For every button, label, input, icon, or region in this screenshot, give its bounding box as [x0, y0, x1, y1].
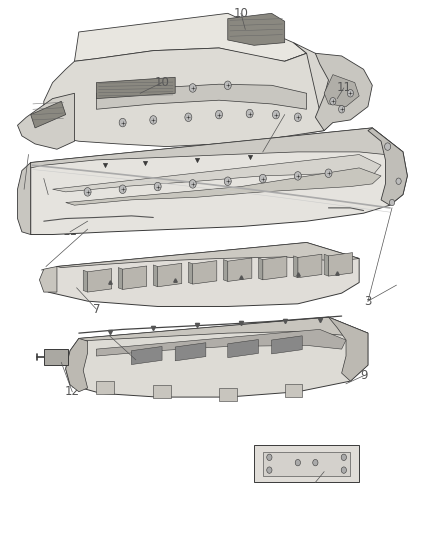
- Circle shape: [339, 106, 345, 113]
- Text: 2: 2: [320, 465, 328, 478]
- Polygon shape: [315, 53, 372, 131]
- Polygon shape: [31, 128, 403, 168]
- Polygon shape: [223, 260, 228, 281]
- Circle shape: [246, 109, 253, 118]
- Polygon shape: [228, 258, 252, 281]
- Polygon shape: [83, 270, 88, 292]
- Text: 9: 9: [360, 369, 367, 382]
- Polygon shape: [31, 101, 66, 128]
- Polygon shape: [74, 13, 307, 61]
- Text: 11: 11: [336, 82, 351, 94]
- Text: 10: 10: [233, 7, 248, 20]
- Text: 1: 1: [40, 268, 48, 281]
- Circle shape: [396, 178, 401, 184]
- Polygon shape: [263, 452, 350, 476]
- Polygon shape: [228, 340, 258, 358]
- Polygon shape: [324, 254, 328, 276]
- Circle shape: [224, 81, 231, 90]
- Polygon shape: [57, 243, 359, 268]
- Polygon shape: [66, 338, 88, 392]
- Polygon shape: [228, 13, 285, 45]
- Polygon shape: [324, 75, 359, 107]
- Polygon shape: [153, 265, 158, 287]
- Polygon shape: [188, 262, 193, 284]
- Circle shape: [119, 118, 126, 127]
- Polygon shape: [88, 269, 112, 292]
- Circle shape: [294, 172, 301, 180]
- Circle shape: [267, 454, 272, 461]
- Polygon shape: [96, 381, 114, 394]
- Text: 6: 6: [44, 188, 52, 201]
- Circle shape: [347, 90, 353, 97]
- Circle shape: [313, 459, 318, 466]
- Polygon shape: [293, 256, 298, 278]
- Polygon shape: [131, 346, 162, 365]
- Polygon shape: [96, 77, 175, 99]
- Circle shape: [259, 174, 266, 183]
- Circle shape: [295, 459, 300, 466]
- Polygon shape: [263, 256, 287, 280]
- Polygon shape: [175, 343, 206, 361]
- Polygon shape: [285, 43, 342, 133]
- Polygon shape: [328, 317, 368, 381]
- Circle shape: [272, 110, 279, 119]
- Circle shape: [189, 180, 196, 188]
- Polygon shape: [123, 266, 147, 289]
- Text: 12: 12: [65, 385, 80, 398]
- Polygon shape: [31, 128, 407, 235]
- Polygon shape: [328, 253, 353, 276]
- Polygon shape: [18, 163, 31, 235]
- Polygon shape: [53, 155, 381, 192]
- Polygon shape: [66, 317, 368, 397]
- Polygon shape: [158, 263, 182, 287]
- Polygon shape: [118, 268, 123, 289]
- Polygon shape: [219, 388, 237, 401]
- Text: 13: 13: [17, 183, 32, 196]
- Circle shape: [267, 467, 272, 473]
- Circle shape: [189, 84, 196, 92]
- Polygon shape: [368, 128, 407, 205]
- Polygon shape: [272, 336, 302, 354]
- Circle shape: [330, 98, 336, 105]
- Polygon shape: [285, 384, 302, 397]
- Text: 11: 11: [63, 225, 78, 238]
- Circle shape: [325, 169, 332, 177]
- Circle shape: [224, 177, 231, 185]
- Polygon shape: [44, 48, 324, 147]
- Text: 4: 4: [259, 146, 267, 158]
- Circle shape: [150, 116, 157, 124]
- Circle shape: [385, 143, 391, 150]
- Circle shape: [215, 110, 223, 119]
- Polygon shape: [66, 168, 381, 205]
- Polygon shape: [39, 266, 57, 292]
- Circle shape: [389, 199, 395, 206]
- Polygon shape: [44, 349, 68, 365]
- Circle shape: [294, 113, 301, 122]
- Circle shape: [185, 113, 192, 122]
- Polygon shape: [44, 243, 359, 306]
- Polygon shape: [254, 445, 359, 482]
- Circle shape: [84, 188, 91, 196]
- Text: 10: 10: [155, 76, 170, 89]
- Circle shape: [341, 454, 346, 461]
- Polygon shape: [96, 84, 307, 109]
- Circle shape: [154, 182, 161, 191]
- Text: 8: 8: [132, 353, 139, 366]
- Text: 7: 7: [92, 303, 100, 316]
- Polygon shape: [96, 329, 346, 356]
- Polygon shape: [153, 385, 171, 398]
- Circle shape: [341, 467, 346, 473]
- Polygon shape: [298, 254, 322, 278]
- Polygon shape: [258, 258, 263, 280]
- Polygon shape: [79, 317, 368, 341]
- Polygon shape: [18, 93, 74, 149]
- Text: 3: 3: [364, 295, 371, 308]
- Polygon shape: [193, 261, 217, 284]
- Circle shape: [119, 185, 126, 193]
